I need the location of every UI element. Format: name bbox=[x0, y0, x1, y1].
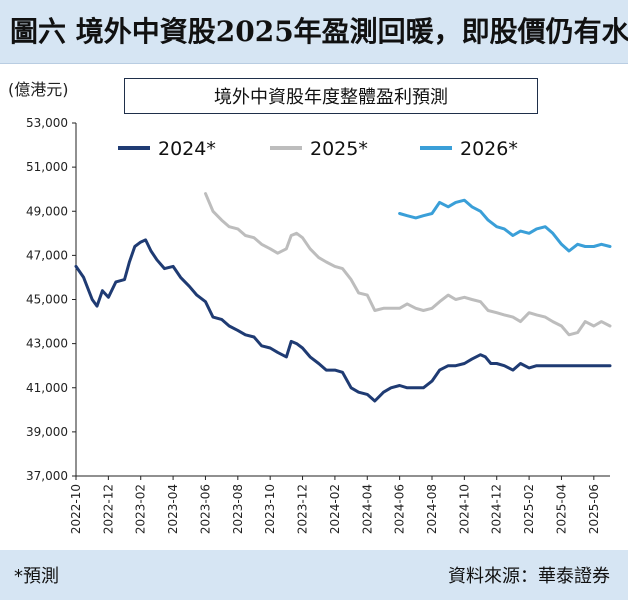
x-tick-label: 2023-08 bbox=[231, 484, 245, 534]
legend-label-1: 2024* bbox=[158, 138, 216, 160]
x-tick-label: 2024-08 bbox=[425, 484, 439, 534]
y-tick-label: 49,000 bbox=[26, 204, 68, 218]
y-tick-label: 53,000 bbox=[26, 116, 68, 130]
x-tick-label: 2023-04 bbox=[166, 484, 180, 534]
x-tick-label: 2025-06 bbox=[587, 484, 601, 534]
chart-area bbox=[0, 64, 628, 546]
y-tick-label: 47,000 bbox=[26, 248, 68, 262]
x-tick-label: 2023-12 bbox=[296, 484, 310, 534]
series-line-3 bbox=[398, 198, 612, 253]
y-tick-label: 43,000 bbox=[26, 337, 68, 351]
data-source: 資料來源：華泰證券 bbox=[448, 566, 610, 587]
chart-axes: 37,000 39,000 41,000 43,000 45,000 47,000 49,0… bbox=[26, 116, 610, 534]
series-line-2 bbox=[204, 192, 612, 337]
forecast-footnote: *預測 bbox=[14, 566, 59, 587]
legend-label-2: 2025* bbox=[310, 138, 368, 160]
y-axis-unit-label: (億港元) bbox=[8, 80, 69, 99]
x-tick-label: 2024-10 bbox=[457, 484, 471, 534]
x-tick-label: 2024-02 bbox=[328, 484, 342, 534]
x-tick-label: 2023-06 bbox=[198, 484, 212, 534]
line-chart: 37,000 39,000 41,000 43,000 45,000 47,000 49,0… bbox=[26, 116, 612, 534]
x-tick-label: 2023-10 bbox=[263, 484, 277, 534]
y-tick-label: 51,000 bbox=[26, 160, 68, 174]
figure-title: 圖六 境外中資股2025年盈測回暖，即股價仍有水位 bbox=[10, 15, 628, 48]
y-tick-label: 39,000 bbox=[26, 425, 68, 439]
chart-legend: 2024* 2025* 2026* bbox=[118, 138, 518, 160]
y-tick-label: 41,000 bbox=[26, 381, 68, 395]
legend-label-3: 2026* bbox=[460, 138, 518, 160]
x-tick-label: 2025-04 bbox=[554, 484, 568, 534]
x-tick-label: 2022-12 bbox=[101, 484, 115, 534]
footer-bar bbox=[0, 550, 628, 600]
y-tick-label: 45,000 bbox=[26, 293, 68, 307]
x-tick-label: 2023-02 bbox=[134, 484, 148, 534]
x-tick-label: 2024-04 bbox=[360, 484, 374, 534]
series-line-1 bbox=[74, 238, 612, 403]
chart-title: 境外中資股年度整體盈利預測 bbox=[124, 78, 538, 114]
series-layer bbox=[74, 192, 612, 403]
x-tick-label: 2024-12 bbox=[490, 484, 504, 534]
title-bar: 圖六 境外中資股2025年盈測回暖，即股價仍有水位 bbox=[0, 0, 628, 64]
x-tick-label: 2022-10 bbox=[69, 484, 83, 534]
y-tick-label: 37,000 bbox=[26, 469, 68, 483]
x-tick-label: 2024-06 bbox=[393, 484, 407, 534]
x-tick-label: 2025-02 bbox=[522, 484, 536, 534]
